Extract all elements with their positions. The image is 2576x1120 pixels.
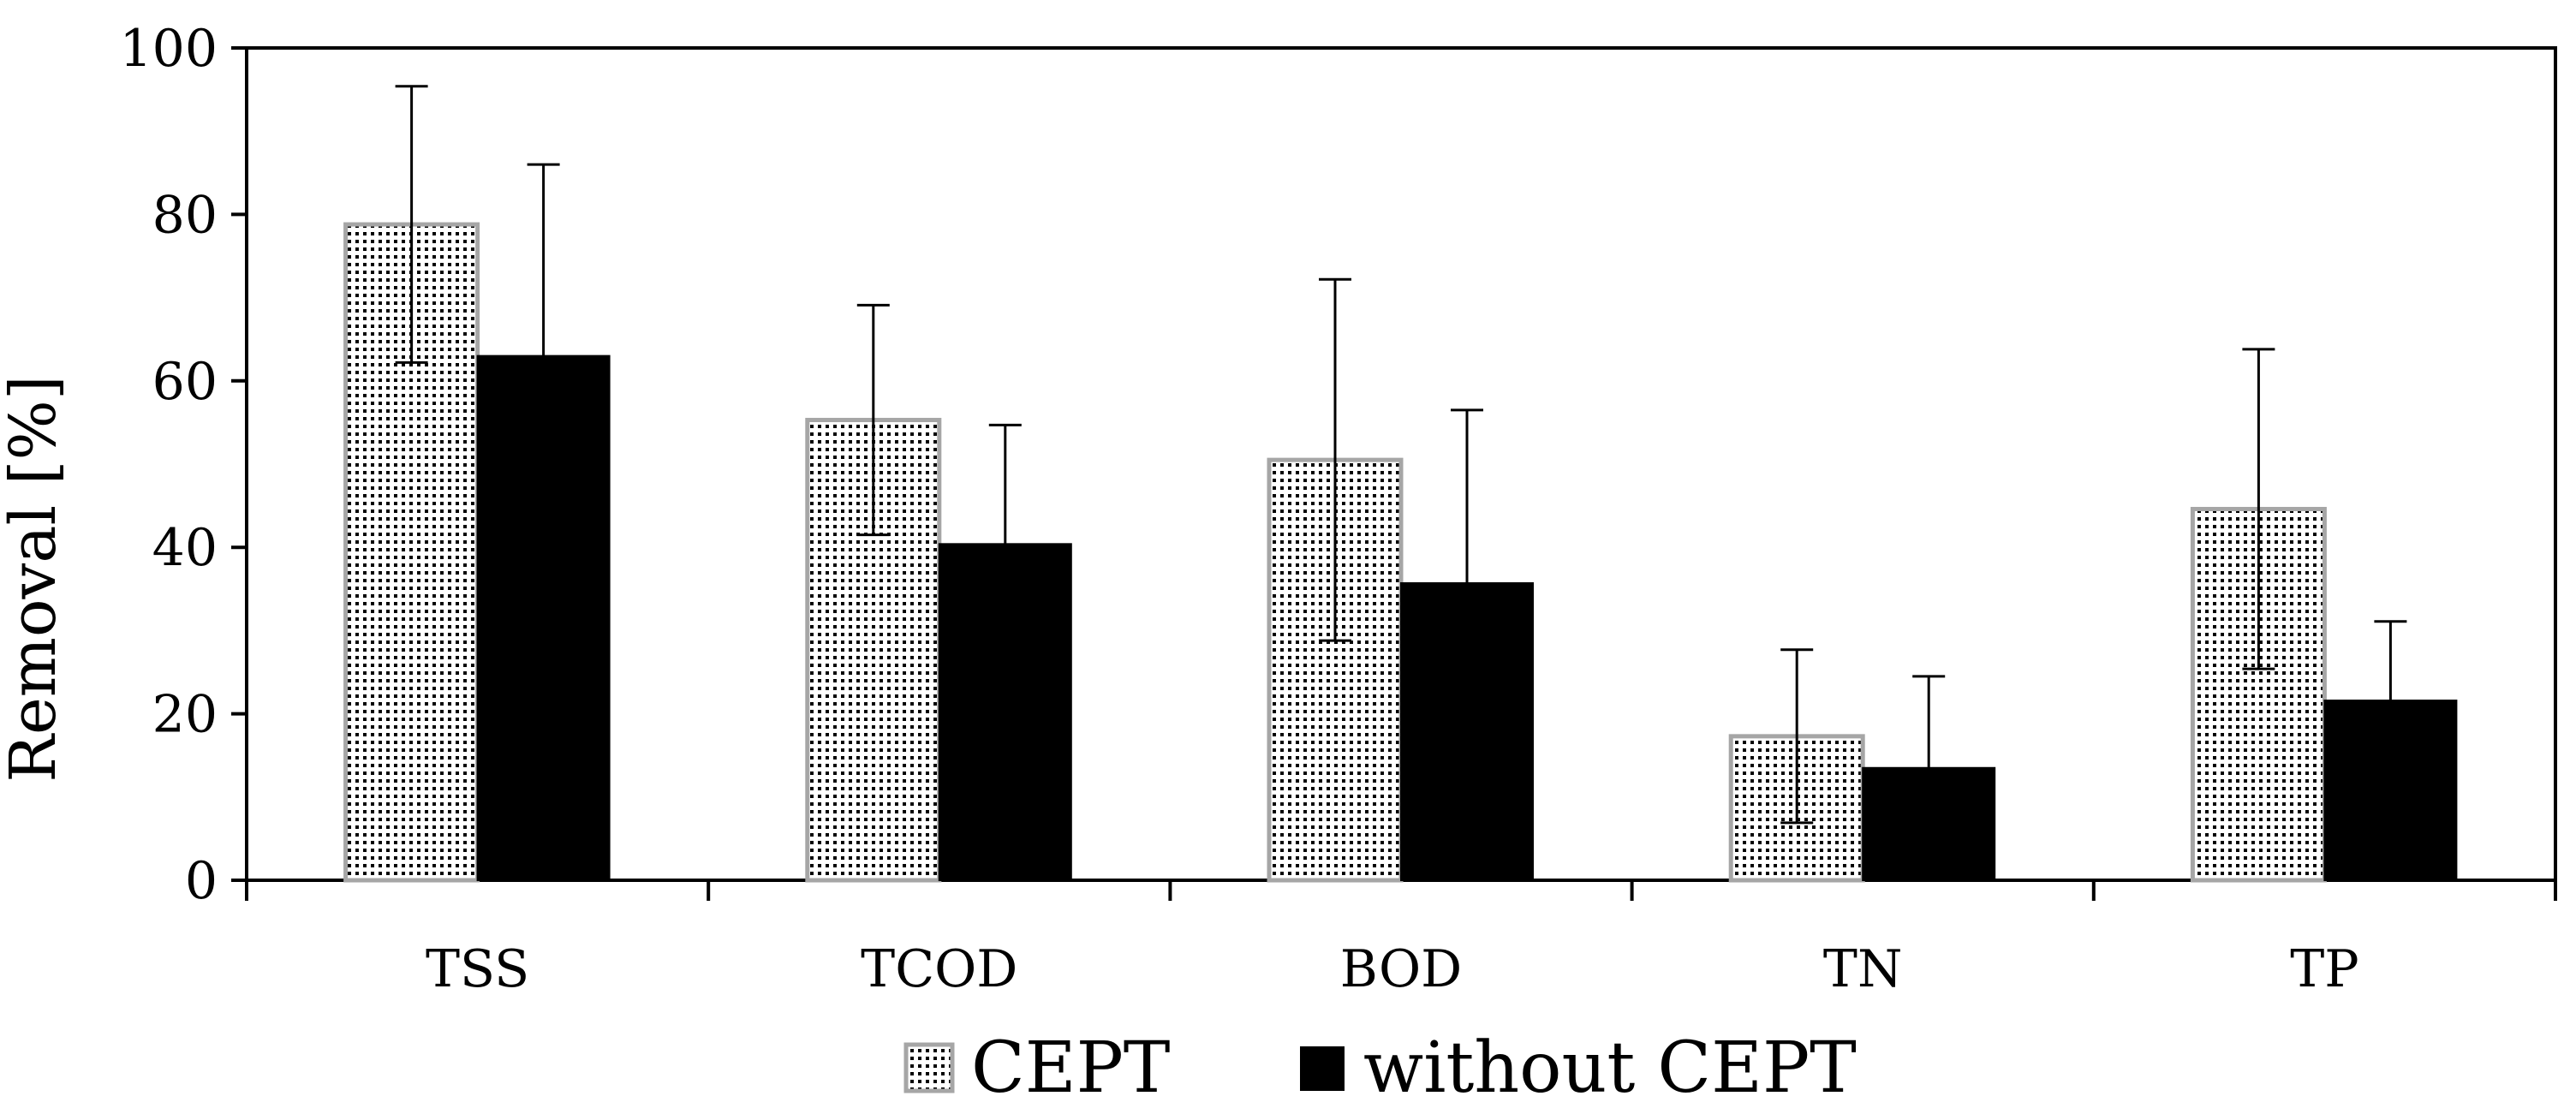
bars-group [343, 222, 2458, 883]
x-tick-label: BOD [1340, 939, 1463, 999]
y-axis: 0 20 40 60 80 100 [119, 19, 247, 911]
y-tick-label: 60 [152, 352, 218, 412]
legend-label-without-cept: without CEPT [1363, 1028, 1857, 1109]
x-tick-label: TSS [426, 939, 529, 999]
legend-label-cept: CEPT [971, 1028, 1170, 1109]
x-tick-label: TCOD [861, 939, 1017, 999]
x-tick-label: TN [1823, 939, 1903, 999]
y-axis-title: Removal [%] [0, 375, 70, 782]
y-tick-label: 0 [185, 851, 218, 911]
y-tick-label: 100 [119, 19, 218, 79]
legend-swatch-without-cept [1300, 1046, 1345, 1091]
x-tick-label: TP [2290, 939, 2358, 999]
y-tick-label: 80 [152, 185, 218, 245]
x-axis: TSS TCOD BOD TN TP [245, 880, 2557, 999]
legend-swatch-cept [903, 1042, 955, 1093]
y-tick-label: 40 [152, 518, 218, 578]
error-bars-group [395, 85, 2407, 861]
legend: CEPT without CEPT [903, 1028, 1857, 1109]
y-tick-label: 20 [152, 685, 218, 745]
